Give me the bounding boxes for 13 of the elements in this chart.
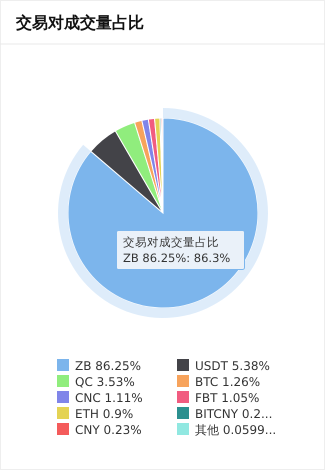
legend-label: USDT 5.38% — [195, 359, 270, 373]
legend-label: QC 3.53% — [75, 375, 135, 389]
text: ZB 86.25%: 86.3% — [123, 251, 230, 265]
legend-label: BTC 1.26% — [195, 375, 260, 389]
legend-label: FBT 1.05% — [195, 391, 260, 405]
legend-label: CNC 1.11% — [75, 391, 143, 405]
legend-label: ZB 86.25% — [75, 359, 142, 373]
legend-label: BITCNY 0.2... — [195, 407, 272, 421]
chart-title: 交易对成交量占比 — [15, 13, 144, 32]
text: 交易对成交量占比 — [123, 235, 219, 249]
legend-label: 其他 0.0599... — [195, 423, 276, 437]
legend-label: CNY 0.23% — [75, 423, 142, 437]
legend-label: ETH 0.9% — [75, 407, 134, 421]
